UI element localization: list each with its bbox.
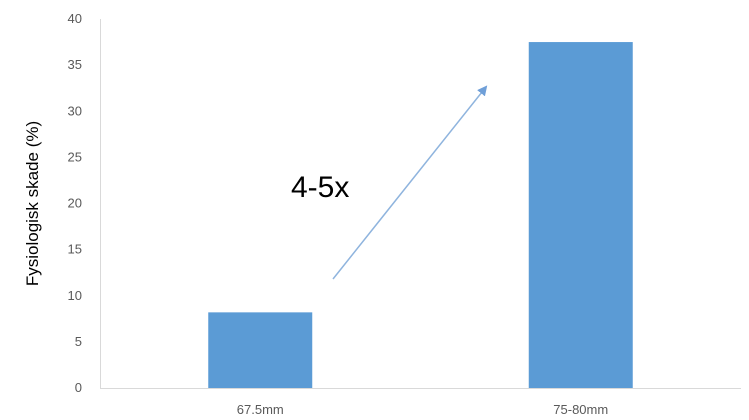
x-category-label: 67.5mm xyxy=(237,402,284,417)
y-tick-label: 0 xyxy=(75,380,82,395)
y-tick-label: 15 xyxy=(68,242,82,257)
y-tick-label: 40 xyxy=(68,11,82,26)
y-axis-title: Fysiologisk skade (%) xyxy=(23,121,42,286)
category-labels: 67.5mm 75-80mm xyxy=(237,402,608,417)
y-tick-label: 30 xyxy=(68,103,82,118)
y-tick-label: 35 xyxy=(68,57,82,72)
bars xyxy=(208,42,633,388)
y-axis-ticks: 0 5 10 15 20 25 30 35 40 xyxy=(68,11,82,395)
bar xyxy=(208,312,313,388)
y-tick-label: 10 xyxy=(68,288,82,303)
y-tick-label: 5 xyxy=(75,334,82,349)
annotation-label: 4-5x xyxy=(291,171,349,204)
y-tick-label: 25 xyxy=(68,149,82,164)
trend-arrow xyxy=(332,85,488,280)
y-tick-label: 20 xyxy=(68,196,82,211)
bar xyxy=(528,42,633,388)
x-category-label: 75-80mm xyxy=(553,402,608,417)
